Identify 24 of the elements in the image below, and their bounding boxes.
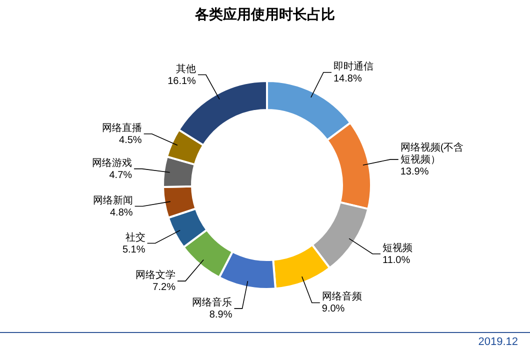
data-label: 9.0% [322,304,345,315]
data-label: 7.2% [152,282,176,294]
data-label: 16.1% [168,76,196,87]
slice-label: 短视频 [382,242,413,254]
slice-label: 网络视频(不含短视频） [400,141,464,166]
slice-label: 网络文学 [135,269,176,282]
slice-label: 网络音频 [322,290,362,303]
data-label: 4.7% [109,170,132,181]
data-label: 4.5% [119,134,142,146]
data-label: 5.1% [122,244,146,256]
text: 2019.12 [478,336,518,348]
slice-label: 网络音乐 [192,296,232,309]
data-label: 4.8% [110,207,133,218]
slice-label: 网络直播 [102,122,142,134]
chart-title: 各类应用使用时长占比 [194,6,336,24]
data-label: 14.8% [333,73,362,84]
slice-label: 即时通信 [333,60,374,72]
data-label: 11.0% [382,254,410,266]
slice-label: 网络游戏 [92,156,132,169]
data-label: 13.9% [400,166,429,178]
slice-label: 社交 [125,231,146,244]
slice-label: 其他 [176,62,196,75]
data-label: 8.9% [209,310,232,321]
slice-label: 网络新闻 [92,194,133,206]
